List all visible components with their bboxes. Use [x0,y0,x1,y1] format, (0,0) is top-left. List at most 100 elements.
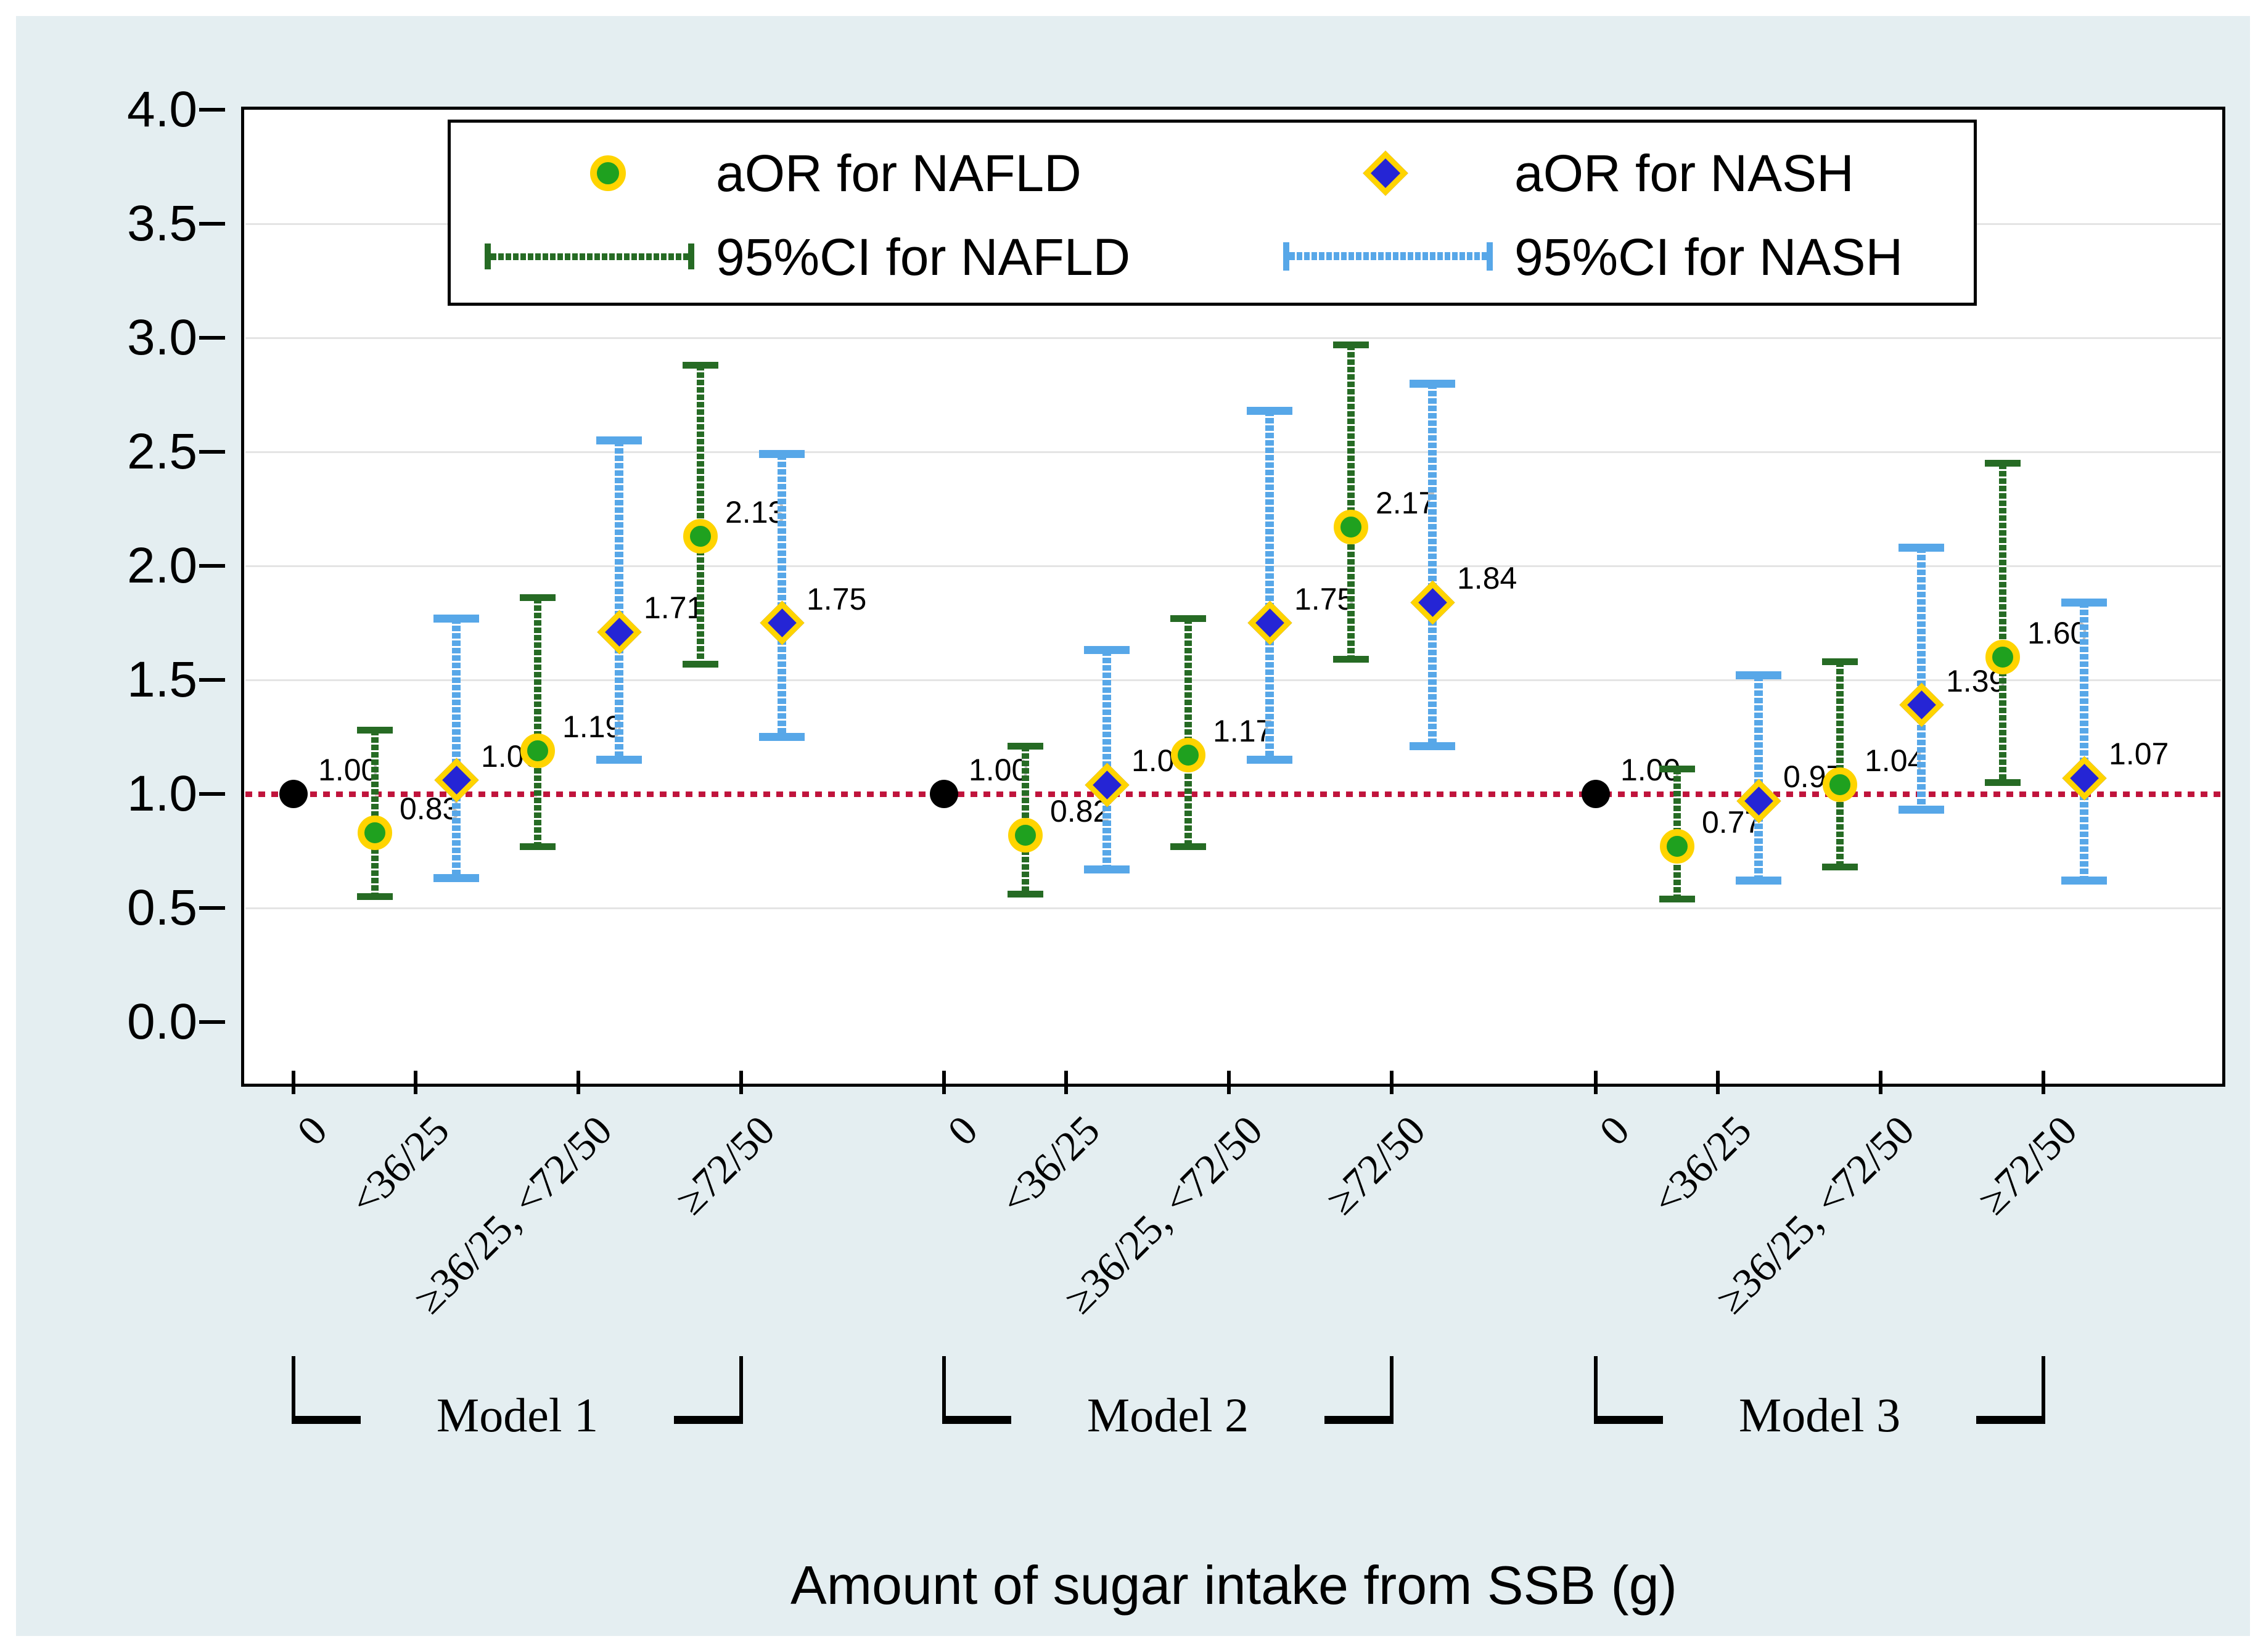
y-axis-tick-label: 0.5 [127,880,197,936]
error-bar-cap-bottom [1247,756,1292,764]
data-label: 2.13 [725,494,786,530]
model-bracket-left [1594,1356,1663,1424]
x-axis-tick [292,1071,295,1094]
y-axis-tick-label: 3.0 [127,309,197,366]
data-label: 1.17 [1213,714,1273,749]
error-bar-nash [452,618,461,878]
model-bracket-left [292,1356,361,1424]
error-bar-nash [1102,650,1111,870]
gridline [245,907,2221,909]
reference-line [245,791,2221,797]
legend-item-label: aOR for NAFLD [716,144,1082,202]
error-bar-cap-top [520,594,556,602]
error-bar-cap-bottom [1822,863,1858,870]
legend-nafld-ci-icon [485,243,491,269]
y-axis-tick-label: 1.5 [127,652,197,708]
x-axis-tick [2042,1071,2045,1094]
error-bar-cap-bottom [1659,895,1695,902]
model-bracket-label: Model 1 [436,1388,599,1442]
error-bar-nafld [1184,618,1192,847]
error-bar-cap-bottom [1008,891,1043,898]
error-bar-cap-top [1659,765,1695,772]
reference-marker [930,780,958,808]
error-bar-cap-top [1333,341,1369,348]
error-bar-cap-bottom [1899,806,1944,814]
reference-marker [279,780,308,808]
nafld-marker-icon [1660,829,1694,864]
error-bar-cap-top [759,450,805,459]
legend-nash-ci-icon [1289,252,1487,260]
data-label: 1.00 [969,753,1029,787]
error-bar-nash [2080,602,2088,881]
legend-nash-ci-icon [1487,242,1493,271]
gridline [245,565,2221,567]
data-label: 0.83 [400,791,460,826]
error-bar-nash [1917,547,1926,810]
error-bar-nash [1754,675,1763,881]
y-axis-tick-label: 2.5 [127,423,197,480]
y-axis-tick [199,678,225,682]
error-bar-nafld [1836,661,1844,867]
x-axis-title: Amount of sugar intake from SSB (g) [790,1555,1677,1616]
legend-item-label: 95%CI for NAFLD [716,228,1131,286]
error-bar-nafld [697,365,704,664]
nafld-marker-icon [1008,817,1043,853]
error-bar-cap-bottom [1736,877,1781,885]
error-bar-cap-top [1084,646,1130,655]
x-axis-tick [414,1071,417,1094]
data-label: 1.75 [1294,581,1355,616]
error-bar-cap-top [1170,615,1206,622]
error-bar-cap-top [596,436,642,444]
data-label: 1.60 [2027,616,2088,650]
error-bar-cap-top [1247,406,1292,415]
error-bar-nash [615,440,623,760]
nafld-marker-icon [1171,738,1205,773]
legend-item-label: aOR for NASH [1514,144,1854,202]
error-bar-nash [778,454,786,737]
error-bar-cap-top [357,726,393,734]
x-axis-tick [1064,1071,1068,1094]
error-bar-cap-bottom [759,733,805,741]
error-bar-cap-top [1410,379,1455,388]
y-axis-tick [199,906,225,910]
y-axis-tick-label: 3.5 [127,195,197,251]
data-label: 1.04 [1865,743,1925,779]
reference-marker [1582,780,1610,808]
nafld-marker-icon [358,815,392,850]
y-axis-tick [199,336,225,340]
nafld-marker-icon [1985,640,2020,674]
error-bar-nash [1265,411,1274,760]
error-bar-cap-bottom [683,660,718,668]
error-bar-cap-bottom [520,843,556,850]
nafld-marker-icon [683,518,718,554]
model-bracket-right [1324,1356,1394,1424]
error-bar-nafld [534,597,541,847]
error-bar-nafld [1347,345,1355,660]
error-bar-nafld [371,730,379,897]
x-axis-tick [1594,1071,1598,1094]
error-bar-cap-top [1008,742,1043,750]
y-axis-tick [199,792,225,796]
figure-background: 0.0 0.5 1.0 1.5 2.0 2.5 3.0 3.5 4.0 0 <36/25 ≥36/25… [16,16,2250,1636]
legend-nafld-ci-icon [491,253,688,260]
error-bar-cap-bottom [1410,742,1455,750]
error-bar-cap-top [683,361,718,369]
y-axis-tick [199,450,225,454]
y-axis-tick-label: 2.0 [127,538,197,594]
y-axis-tick [199,1020,225,1024]
y-axis-tick [199,108,225,112]
data-label: 1.07 [2109,737,2169,772]
data-label: 1.84 [1457,561,1517,596]
x-axis-tick [1879,1071,1882,1094]
legend-nafld-ci-icon [688,243,694,269]
error-bar-cap-top [433,614,479,623]
gridline [245,337,2221,339]
error-bar-cap-top [1736,671,1781,680]
nafld-marker-icon [1823,767,1857,803]
x-axis-tick [1390,1071,1394,1094]
error-bar-nash [1428,383,1437,746]
x-axis-tick [1716,1071,1720,1094]
x-axis-tick [577,1071,580,1094]
legend-nash-ci-icon [1283,242,1289,271]
gridline [245,451,2221,453]
